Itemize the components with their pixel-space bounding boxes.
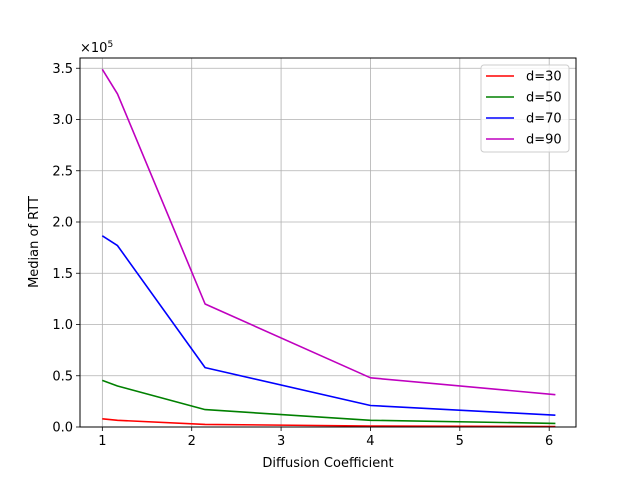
y-tick-label: 3.5 [52,62,73,77]
y-tick-label: 1.0 [52,318,73,333]
legend-box [480,64,570,153]
x-axis-label: Diffusion Coefficient [262,456,393,471]
legend-label: d=90 [526,133,562,148]
y-tick-label: 1.5 [52,267,73,282]
y-tick-label: 0.0 [52,421,73,436]
y-axis-label: Median of RTT [27,196,42,288]
y-tick-label: 2.5 [52,164,73,179]
x-tick-label: 4 [366,434,374,449]
series-line-d-50 [102,379,556,425]
y-tick-label: 3.0 [52,113,73,128]
legend-label: d=50 [526,91,562,106]
series-line-d-90 [101,68,556,396]
x-tick-label: 5 [456,434,464,449]
x-tick-label: 3 [277,434,285,449]
y-offset-label: ×105 [80,40,113,56]
grid-lines [80,58,576,428]
x-axis-ticks: 1 2 3 4 5 6 [98,427,553,449]
x-tick-label: 2 [188,434,196,449]
x-tick-label: 6 [545,434,553,449]
series-line-d-30 [102,418,556,428]
legend-label: d=30 [526,70,562,85]
x-tick-label: 1 [98,434,106,449]
legend: d=30 d=50 d=70 d=90 [480,64,570,153]
series-line-d-70 [101,235,556,416]
legend-label: d=70 [526,112,562,127]
y-axis-ticks: 0.0 0.5 1.0 1.5 2.0 2.5 3.0 3.5 [52,62,80,436]
y-tick-label: 0.5 [52,369,73,384]
plot-frame [79,57,577,428]
series-lines [101,68,556,428]
y-tick-label: 2.0 [52,216,73,231]
